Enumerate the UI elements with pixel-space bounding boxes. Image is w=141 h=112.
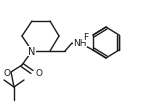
Text: NH: NH (73, 38, 87, 47)
Text: O: O (35, 68, 42, 77)
Text: N: N (28, 47, 36, 56)
Text: O: O (3, 69, 10, 78)
Text: F: F (83, 33, 88, 42)
